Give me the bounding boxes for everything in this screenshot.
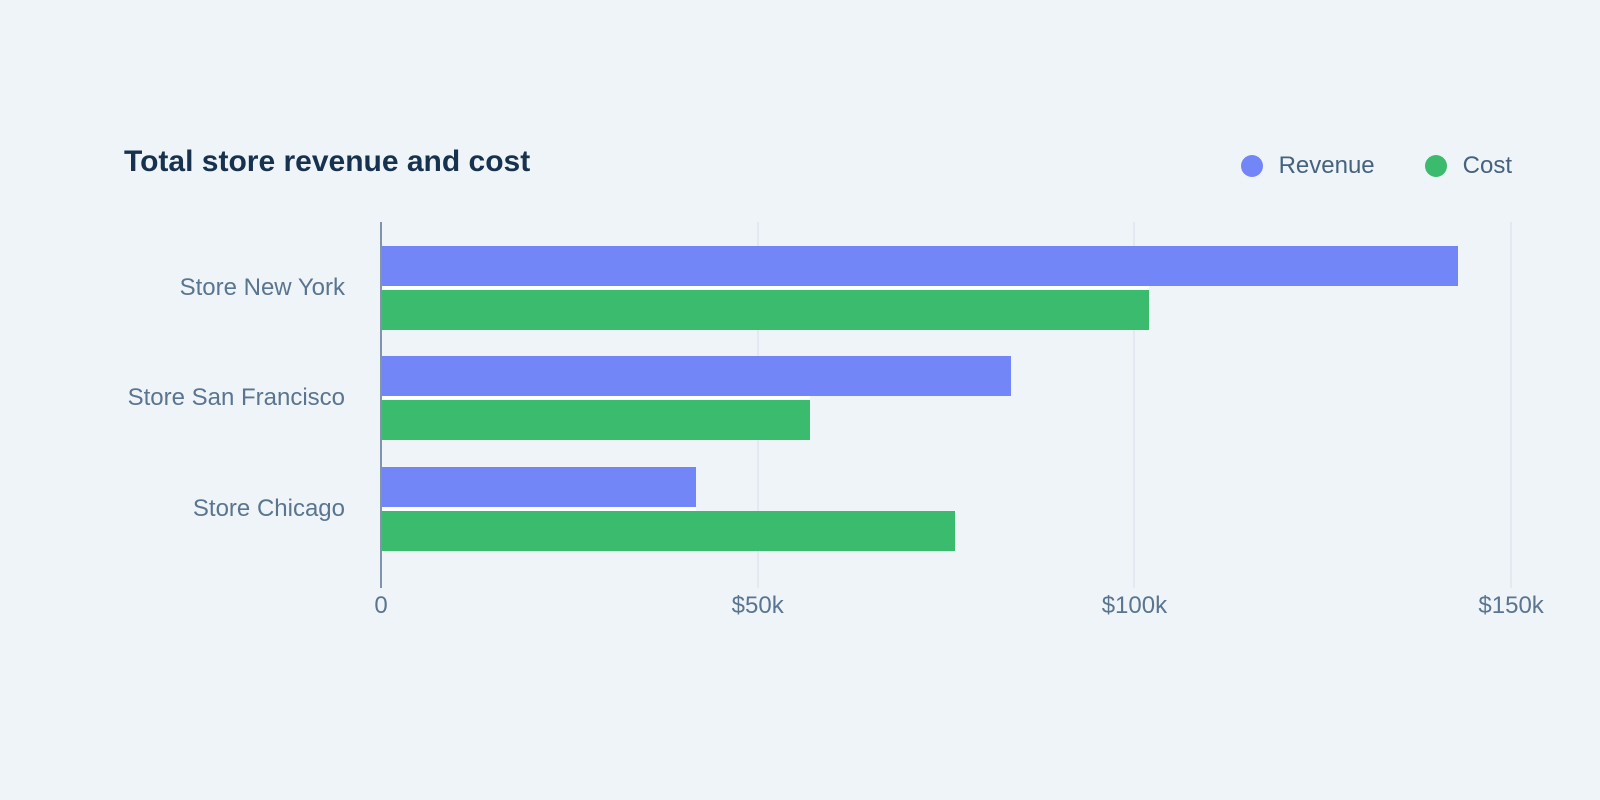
cost-bar-store-san-francisco[interactable] [382,400,810,441]
gridline--100k [1133,222,1136,588]
bar-separator-store-new-york [382,286,1149,290]
legend: Revenue Cost [1240,152,1512,179]
y-axis-line [380,222,382,588]
x-tick-label--50k: $50k [731,592,784,619]
category-label-store-chicago: Store Chicago [192,494,345,522]
revenue-bar-store-new-york[interactable] [382,246,1458,286]
revenue-bar-store-chicago[interactable] [382,466,697,507]
chart-title: Total store revenue and cost [124,145,531,178]
legend-swatch-cost-icon [1424,155,1447,177]
legend-label-cost: Cost [1462,152,1512,179]
gridline--150k [1510,222,1513,588]
x-tick-label--100k: $100k [1101,592,1168,619]
cost-bar-store-new-york[interactable] [382,290,1149,330]
bar-separator-store-chicago [382,506,697,511]
plot-area [380,222,1565,588]
legend-label-revenue: Revenue [1278,152,1375,179]
legend-item-cost[interactable]: Cost [1424,152,1512,179]
x-tick-label-0: 0 [374,592,388,619]
x-tick-label--150k: $150k [1478,592,1544,619]
bar-separator-store-san-francisco [382,396,810,401]
legend-swatch-revenue-icon [1240,155,1263,177]
category-label-store-san-francisco: Store San Francisco [127,384,345,412]
category-label-store-new-york: Store New York [179,274,345,301]
revenue-bar-store-san-francisco[interactable] [382,356,1012,397]
legend-item-revenue[interactable]: Revenue [1240,152,1375,179]
cost-bar-store-chicago[interactable] [382,510,955,551]
